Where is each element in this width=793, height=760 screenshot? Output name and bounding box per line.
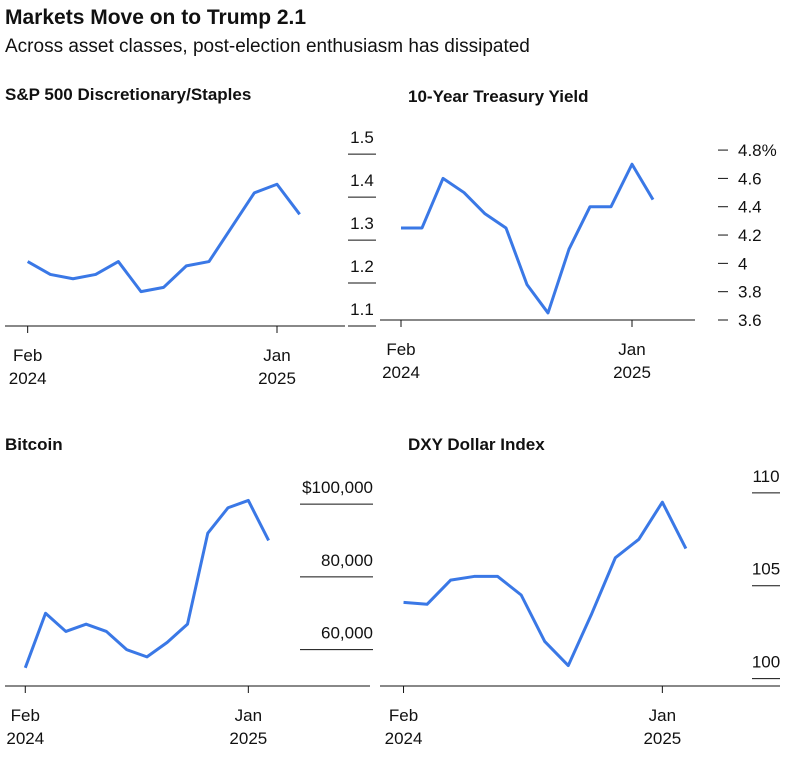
- chart-title: S&P 500 Discretionary/Staples: [5, 85, 251, 104]
- x-tick-label: 2024: [6, 729, 44, 748]
- data-line: [26, 182, 301, 294]
- y-tick-label: $100,000: [302, 478, 373, 497]
- y-tick-label: 4.2: [738, 226, 762, 245]
- x-tick-label: 2025: [258, 369, 296, 388]
- y-tick-label: 1.4: [350, 171, 374, 190]
- y-tick-label: 60,000: [321, 624, 373, 643]
- y-tick-label: 4.6: [738, 169, 762, 188]
- data-line: [23, 498, 270, 669]
- x-tick-label: 2025: [613, 363, 651, 382]
- chart-title: 10-Year Treasury Yield: [408, 87, 589, 106]
- y-tick-label: 80,000: [321, 551, 373, 570]
- y-tick-label: 4.4: [738, 198, 762, 217]
- y-tick-label: 3.8: [738, 283, 762, 302]
- y-tick-label: 4: [738, 254, 747, 273]
- x-tick-label: Feb: [13, 346, 42, 365]
- y-tick-label: 100: [752, 653, 780, 672]
- x-tick-label: Feb: [389, 706, 418, 725]
- chart-title: DXY Dollar Index: [408, 435, 545, 454]
- data-line: [403, 500, 688, 668]
- x-tick-label: Feb: [386, 340, 415, 359]
- y-tick-label: 105: [752, 560, 780, 579]
- y-tick-label: 1.1: [350, 300, 374, 319]
- y-tick-label: 1.2: [350, 257, 374, 276]
- chart-title: Bitcoin: [5, 435, 63, 454]
- y-tick-label: 3.6: [738, 311, 762, 330]
- x-tick-label: Jan: [263, 346, 290, 365]
- x-tick-label: 2025: [643, 729, 681, 748]
- y-tick-label: 110: [752, 467, 779, 486]
- data-line: [401, 162, 655, 315]
- y-tick-label: 4.8%: [738, 141, 777, 160]
- x-tick-label: 2024: [385, 729, 423, 748]
- x-tick-label: Jan: [235, 706, 262, 725]
- y-tick-label: 1.3: [350, 214, 374, 233]
- x-tick-label: Feb: [11, 706, 40, 725]
- x-tick-label: Jan: [618, 340, 645, 359]
- x-tick-label: 2024: [382, 363, 420, 382]
- x-tick-label: Jan: [649, 706, 676, 725]
- x-tick-label: 2024: [9, 369, 47, 388]
- page-subtitle: Across asset classes, post-election enth…: [5, 36, 530, 57]
- page-title: Markets Move on to Trump 2.1: [5, 6, 306, 29]
- y-tick-label: 1.5: [350, 128, 374, 147]
- x-tick-label: 2025: [229, 729, 267, 748]
